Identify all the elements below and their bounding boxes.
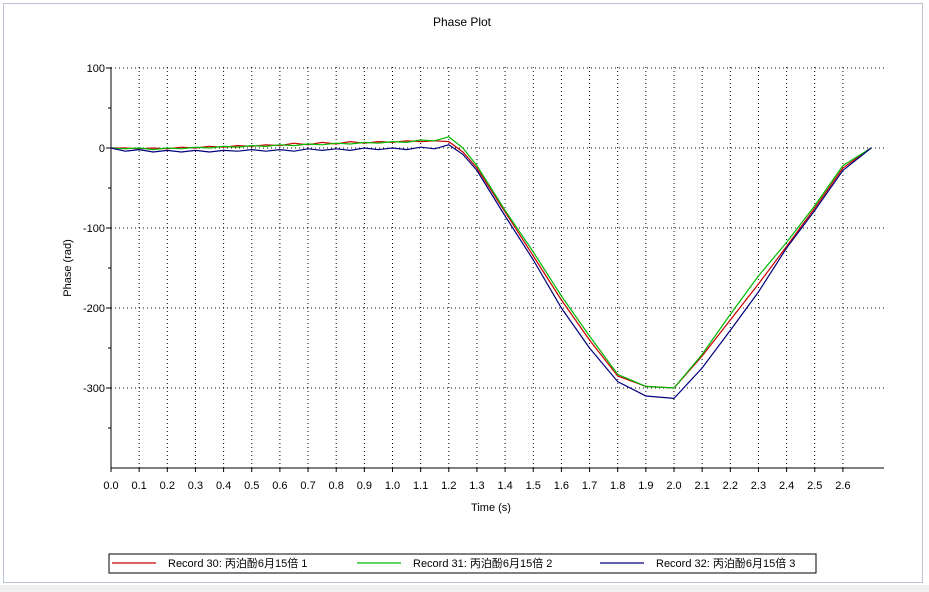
x-tick-label: 1.9	[638, 480, 653, 492]
x-tick-label: 0.8	[329, 480, 344, 492]
x-tick-label: 0.5	[244, 480, 259, 492]
x-tick-label: 0.7	[300, 480, 315, 492]
legend-label-1: Record 30: 丙泊酚6月15倍 1	[168, 556, 307, 570]
x-tick-label: 1.6	[554, 480, 569, 492]
x-tick-label: 2.1	[695, 480, 710, 492]
x-tick-label: 2.6	[835, 480, 850, 492]
y-axis-label: Phase (rad)	[62, 239, 74, 296]
y-tick-label: -200	[83, 303, 105, 315]
series-line-3	[110, 144, 872, 400]
series-line-1	[111, 140, 872, 389]
series-line-2	[110, 136, 872, 389]
x-tick-label: 0.3	[188, 480, 203, 492]
x-tick-label: 0.0	[103, 480, 118, 492]
x-tick-label: 0.4	[216, 480, 231, 492]
x-tick-label: 0.6	[272, 480, 287, 492]
chart-frame	[3, 3, 923, 583]
x-tick-label: 0.9	[357, 480, 372, 492]
x-tick-label: 1.3	[469, 480, 484, 492]
x-tick-label: 1.0	[385, 480, 400, 492]
legend: Record 30: 丙泊酚6月15倍 1 Record 31: 丙泊酚6月15倍…	[108, 553, 817, 574]
x-tick-label: 1.4	[497, 480, 512, 492]
y-tick-label: 100	[87, 63, 105, 75]
x-tick-label: 2.0	[666, 480, 681, 492]
x-tick-label: 2.3	[751, 480, 766, 492]
y-tick-label: -100	[83, 223, 105, 235]
axes: 0.0 0.1 0.2 0.3 0.4 0.5 0.6 0.7 0.8 0.9 1.0 1.1 1.2 1…	[83, 63, 884, 492]
grid-lines	[110, 67, 884, 468]
x-tick-label: 1.2	[441, 480, 456, 492]
plot-lines	[110, 136, 872, 400]
x-tick-label: 2.2	[723, 480, 738, 492]
x-tick-label: 1.8	[610, 480, 625, 492]
chart-title: Phase Plot	[433, 15, 492, 29]
legend-box	[108, 553, 817, 574]
window-bottom-strip	[0, 585, 929, 592]
legend-label-3: Record 32: 丙泊酚6月15倍 3	[656, 556, 795, 570]
x-tick-label: 1.5	[526, 480, 541, 492]
y-tick-label: -300	[83, 383, 105, 395]
x-tick-label: 1.7	[582, 480, 597, 492]
x-tick-label: 1.1	[413, 480, 428, 492]
x-tick-label: 0.2	[160, 480, 175, 492]
x-tick-label: 0.1	[132, 480, 147, 492]
y-tick-label: 0	[99, 143, 105, 155]
x-axis-label: Time (s)	[471, 502, 511, 514]
x-tick-label: 2.4	[779, 480, 794, 492]
legend-label-2: Record 31: 丙泊酚6月15倍 2	[413, 556, 552, 570]
x-tick-label: 2.5	[807, 480, 822, 492]
